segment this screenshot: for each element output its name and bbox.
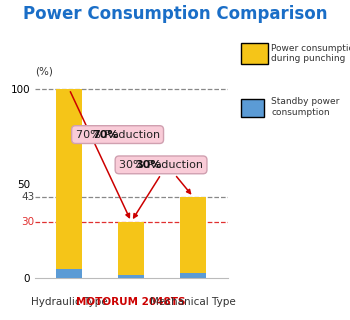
Bar (118, 275, 144, 278)
Bar (56, 89, 82, 278)
Text: Standby power
consumption: Standby power consumption (271, 98, 340, 117)
Text: 30% Reduction: 30% Reduction (119, 160, 203, 170)
Text: 30%: 30% (136, 160, 162, 170)
Text: MOTORUM 2048TS: MOTORUM 2048TS (77, 297, 186, 307)
Text: Power consumption
during punching: Power consumption during punching (271, 44, 350, 63)
Text: Power Consumption Comparison: Power Consumption Comparison (23, 5, 327, 23)
Bar (180, 197, 206, 278)
Text: Hydraulic Type: Hydraulic Type (31, 297, 107, 307)
Text: 70%: 70% (92, 130, 119, 140)
Bar (180, 273, 206, 278)
Text: 30: 30 (21, 217, 34, 227)
Text: Mechanical Type: Mechanical Type (150, 297, 236, 307)
Text: (%): (%) (36, 67, 54, 76)
Text: 70% Reduction: 70% Reduction (76, 130, 160, 140)
Bar (118, 222, 144, 278)
Bar (56, 269, 82, 278)
Text: 43: 43 (21, 192, 34, 202)
